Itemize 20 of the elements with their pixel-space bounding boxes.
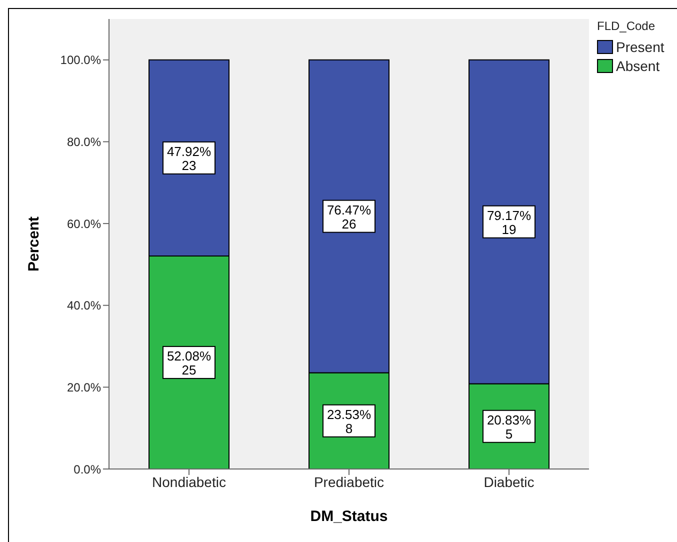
x-tick-label: Nondiabetic bbox=[152, 474, 226, 490]
data-label: 47.92% 23 bbox=[166, 144, 212, 173]
x-tick-label: Diabetic bbox=[484, 474, 534, 490]
y-axis-title: Percent bbox=[25, 216, 42, 272]
data-label: 20.83% 5 bbox=[486, 412, 532, 442]
y-tick-label: 60.0% bbox=[66, 216, 102, 231]
y-tick-label: 20.0% bbox=[66, 380, 102, 394]
legend-title: FLD_Code bbox=[597, 19, 656, 33]
y-tick-label: 40.0% bbox=[66, 298, 102, 313]
y-tick-label: 80.0% bbox=[66, 134, 102, 149]
data-label: 23.53% 8 bbox=[326, 406, 372, 436]
data-label: 76.47% 26 bbox=[326, 202, 372, 232]
legend-label: Present bbox=[616, 38, 664, 54]
data-label: 79.17% 19 bbox=[486, 208, 532, 237]
y-tick-label: 0.0% bbox=[74, 462, 102, 476]
x-tick-label: Prediabetic bbox=[314, 474, 384, 490]
data-label: 52.08% 25 bbox=[166, 348, 212, 378]
y-tick-label: 100.0% bbox=[60, 53, 102, 68]
x-axis-title: DM_Status bbox=[310, 508, 388, 525]
legend-label: Absent bbox=[616, 58, 660, 74]
